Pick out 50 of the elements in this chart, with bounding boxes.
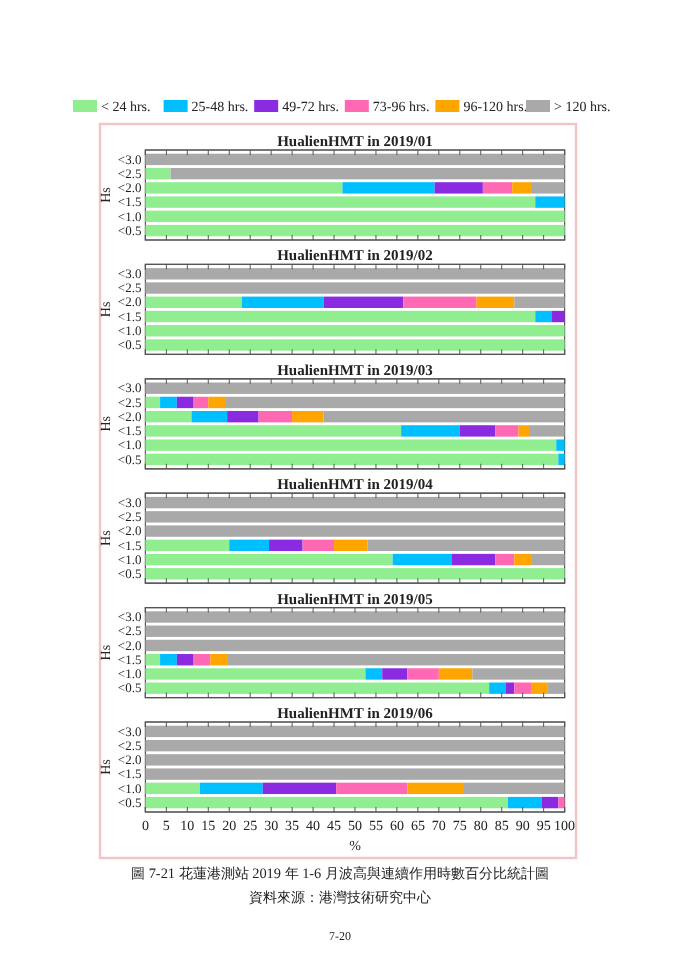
bar [531,682,548,694]
bar [193,654,211,666]
bar [505,682,515,694]
bar [241,296,324,308]
bar [191,410,228,423]
bar [160,396,177,409]
bar [541,796,559,809]
bar [403,296,477,308]
bar [438,668,473,680]
bar [269,539,303,552]
bar [514,553,532,566]
bar [407,782,464,795]
bar [489,682,506,694]
bar [401,425,460,437]
bar [193,396,209,409]
bar [365,668,383,680]
bar [495,553,515,566]
bar [334,539,368,552]
bar [302,539,335,552]
bar [508,796,542,809]
bar [176,654,194,666]
bar [407,668,439,680]
bar [392,553,452,566]
bar [482,182,513,194]
bar [535,196,565,208]
bar [558,796,565,809]
bar [476,296,515,308]
bar [229,539,270,552]
bar [176,396,194,409]
bar [459,425,496,437]
bar [160,654,177,666]
bar [262,782,337,795]
bar [434,182,483,194]
bar [518,425,529,437]
bar [512,182,532,194]
bar [552,310,565,323]
bar [323,296,404,308]
bar [199,782,263,795]
bar [336,782,408,795]
bar [208,396,226,409]
bar [342,182,435,194]
bar [210,654,228,666]
bar [514,682,532,694]
bar [292,410,324,423]
bar [382,668,408,680]
bar [535,310,553,323]
bar [451,553,496,566]
bar [495,425,519,437]
bar [227,410,259,423]
bar [258,410,293,423]
